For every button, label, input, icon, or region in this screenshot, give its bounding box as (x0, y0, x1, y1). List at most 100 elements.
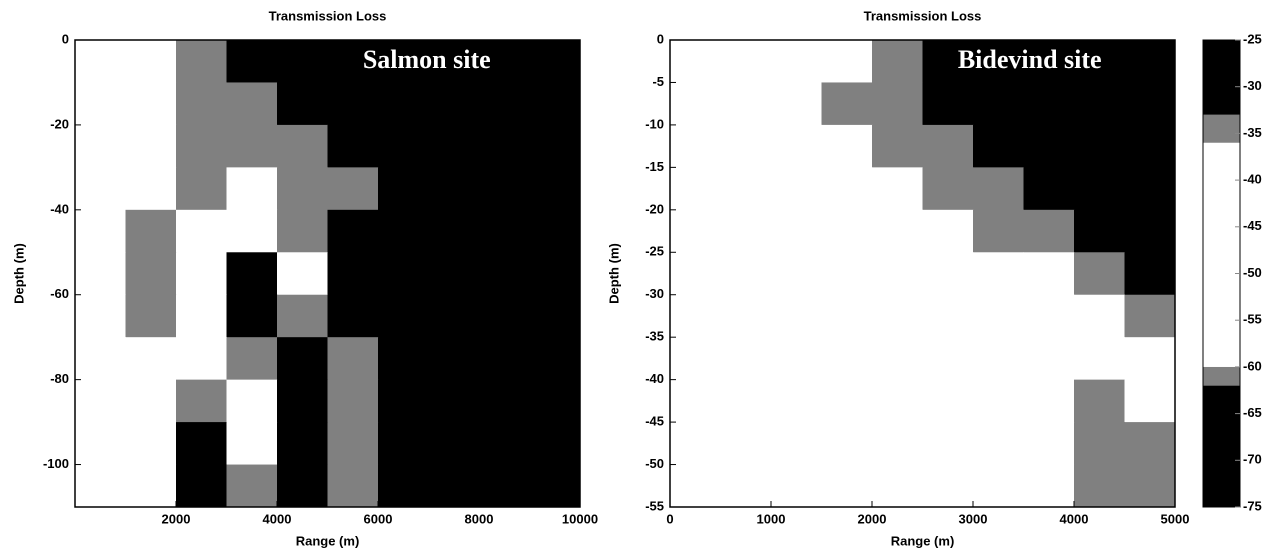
heat-cell (327, 294, 379, 338)
heat-cell (428, 40, 480, 83)
y-tick-label: -40 (645, 371, 664, 386)
heat-cell (670, 294, 721, 338)
heat-cell (75, 294, 126, 338)
colorbar-tick-label: -55 (1243, 312, 1262, 327)
heat-cell (327, 464, 379, 508)
heat-cell (125, 124, 177, 168)
colorbar-tick-label: -25 (1243, 31, 1262, 46)
heat-cell (277, 82, 328, 126)
heat-cell (125, 379, 177, 423)
y-tick-label: -30 (645, 286, 664, 301)
heat-cell (922, 40, 974, 83)
heat-cell (973, 464, 1024, 508)
heat-cell (973, 422, 1024, 466)
heat-cell (1023, 209, 1075, 253)
heat-cell (771, 124, 822, 168)
heat-cell (1074, 252, 1125, 296)
heat-cell (1023, 294, 1075, 338)
x-tick-label: 2000 (162, 511, 191, 526)
heat-cell (529, 167, 581, 211)
heat-cell (479, 252, 530, 296)
x-axis-label: Range (m) (891, 533, 955, 548)
y-tick-label: -5 (652, 74, 664, 89)
colorbar-band (1203, 114, 1240, 143)
heat-cell (277, 40, 328, 83)
heat-cell (176, 294, 227, 338)
heat-cell (771, 379, 822, 423)
heat-cell (75, 464, 126, 508)
heat-cell (327, 379, 379, 423)
heat-cell (973, 379, 1024, 423)
plot-frame (74, 39, 581, 508)
heat-cell (922, 124, 974, 168)
heat-cell (378, 294, 429, 338)
heat-cell (479, 464, 530, 508)
heat-cell (226, 167, 278, 211)
heat-cell (378, 167, 429, 211)
heat-cell (226, 124, 278, 168)
heat-cell (973, 124, 1024, 168)
heat-cell (670, 167, 721, 211)
heat-cell (226, 464, 278, 508)
heat-cell (771, 82, 822, 126)
heat-cell (872, 124, 923, 168)
heat-cell (1124, 464, 1176, 508)
heat-cell (176, 82, 227, 126)
heat-cell (872, 422, 923, 466)
heat-cell (327, 167, 379, 211)
heat-cell (973, 209, 1024, 253)
heat-cell (771, 40, 822, 83)
heat-cell (1074, 82, 1125, 126)
heat-cell (428, 422, 480, 466)
heat-cell (125, 167, 177, 211)
x-tick-label: 1000 (757, 511, 786, 526)
heat-cell (1074, 464, 1125, 508)
y-tick-label: -20 (50, 116, 69, 131)
heat-cell (922, 209, 974, 253)
heat-cell (125, 82, 177, 126)
heat-cell (529, 209, 581, 253)
heat-cell (428, 82, 480, 126)
heat-cell (529, 40, 581, 83)
heat-cell (125, 464, 177, 508)
heat-cell (1124, 40, 1176, 83)
heat-cell (327, 209, 379, 253)
heat-cell (529, 294, 581, 338)
heat-cell (670, 379, 721, 423)
heat-cell (75, 252, 126, 296)
heat-cell (378, 82, 429, 126)
heat-cell (670, 82, 721, 126)
colorbar-tick-label: -65 (1243, 405, 1262, 420)
heat-cell (1124, 167, 1176, 211)
heat-cell (125, 209, 177, 253)
heat-cell (1074, 40, 1125, 83)
heat-cell (922, 464, 974, 508)
heat-cell (125, 252, 177, 296)
heat-cell (922, 167, 974, 211)
heat-cell (479, 209, 530, 253)
colorbar-tick-label: -75 (1243, 498, 1262, 513)
y-tick-label: 0 (62, 31, 69, 46)
heat-cell (226, 40, 278, 83)
heat-cell (821, 209, 873, 253)
heat-cell (277, 124, 328, 168)
heat-cell (479, 82, 530, 126)
heat-cell (176, 337, 227, 381)
plot-frame (669, 39, 1176, 508)
heat-cell (720, 379, 772, 423)
heat-cell (428, 294, 480, 338)
annotation: Bidevind site (958, 45, 1102, 74)
heat-cell (1023, 337, 1075, 381)
colorbar-tick-label: -35 (1243, 125, 1262, 140)
y-tick-label: -45 (645, 414, 664, 429)
heat-cell (226, 209, 278, 253)
heat-cell (922, 422, 974, 466)
heat-cell (1023, 464, 1075, 508)
y-tick-label: -100 (43, 456, 69, 471)
y-tick-label: -40 (50, 201, 69, 216)
heat-cell (428, 167, 480, 211)
heat-cell (821, 82, 873, 126)
heat-cell (872, 40, 923, 83)
colorbar-tick-label: -30 (1243, 78, 1262, 93)
